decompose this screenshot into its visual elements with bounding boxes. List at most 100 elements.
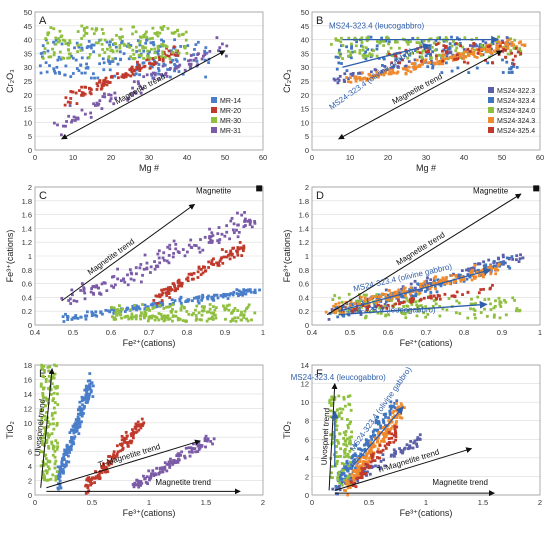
x-tick-label: 0 xyxy=(310,153,314,162)
data-point xyxy=(201,271,205,275)
x-tick-label: 0.4 xyxy=(307,328,317,337)
data-point xyxy=(433,61,437,65)
data-point xyxy=(72,299,76,303)
data-point xyxy=(100,471,104,474)
data-point xyxy=(197,448,201,451)
data-point xyxy=(80,282,84,285)
data-point xyxy=(42,464,45,468)
data-point xyxy=(362,293,366,297)
data-point xyxy=(406,299,410,303)
data-point xyxy=(414,289,418,293)
data-point xyxy=(190,313,194,317)
data-point xyxy=(207,310,211,314)
data-point xyxy=(429,278,433,282)
data-point xyxy=(352,474,356,477)
data-point xyxy=(55,65,59,69)
data-point xyxy=(384,434,387,438)
data-point xyxy=(461,45,465,49)
data-point xyxy=(342,431,346,434)
data-point xyxy=(88,91,92,94)
data-point xyxy=(193,243,196,247)
data-point xyxy=(488,47,491,51)
data-point xyxy=(85,26,89,29)
y-axis-label: Cr₂O₃ xyxy=(282,69,292,93)
data-point xyxy=(79,407,83,411)
data-point xyxy=(50,413,54,417)
data-point xyxy=(134,72,138,76)
x-tick-label: 2 xyxy=(538,498,542,507)
data-point xyxy=(66,318,70,321)
data-point xyxy=(69,302,73,305)
data-point xyxy=(80,85,83,89)
data-point xyxy=(350,447,353,451)
data-point xyxy=(84,317,88,321)
data-point xyxy=(478,272,481,275)
data-point xyxy=(248,218,251,222)
data-point xyxy=(417,299,421,303)
data-point xyxy=(44,377,48,381)
data-point xyxy=(203,235,207,239)
data-point xyxy=(58,484,62,488)
data-point xyxy=(59,57,63,61)
data-point xyxy=(483,307,486,311)
data-point xyxy=(489,272,493,276)
data-point xyxy=(383,435,387,439)
legend-swatch xyxy=(488,97,494,103)
data-point xyxy=(242,288,246,291)
data-point xyxy=(193,447,197,451)
data-point xyxy=(113,308,117,312)
data-point xyxy=(134,483,138,487)
data-point xyxy=(177,454,181,458)
annotation-label: Magnetite trend xyxy=(86,237,136,277)
data-point xyxy=(191,442,195,446)
y-tick-label: 12 xyxy=(301,380,309,389)
data-point xyxy=(60,296,64,300)
data-point xyxy=(244,292,248,296)
data-point xyxy=(135,304,138,308)
data-point xyxy=(174,310,178,314)
data-point xyxy=(348,460,352,464)
data-point xyxy=(505,60,509,64)
data-point xyxy=(215,293,219,297)
data-point xyxy=(335,408,339,412)
annotation-label: Ulvospinel trend xyxy=(319,408,331,466)
data-point xyxy=(122,52,126,56)
data-point xyxy=(152,71,156,75)
data-point xyxy=(168,57,172,61)
data-point xyxy=(239,246,243,250)
data-point xyxy=(402,305,405,308)
data-point xyxy=(42,462,46,466)
data-point xyxy=(418,63,422,67)
data-point xyxy=(357,447,360,451)
data-point xyxy=(460,269,464,273)
data-point xyxy=(196,40,200,44)
data-point xyxy=(143,64,147,68)
data-point xyxy=(428,287,432,291)
data-point xyxy=(519,49,523,53)
plot-area xyxy=(311,186,541,326)
data-point xyxy=(68,56,71,60)
data-point xyxy=(363,447,367,451)
data-point xyxy=(197,311,201,315)
data-point xyxy=(179,307,183,311)
data-point xyxy=(342,449,346,453)
data-point xyxy=(331,401,335,405)
data-point xyxy=(72,442,76,446)
data-point xyxy=(63,448,67,452)
data-point xyxy=(392,448,396,452)
data-point xyxy=(83,297,87,301)
data-point xyxy=(171,255,175,259)
data-point xyxy=(63,103,67,107)
data-point xyxy=(90,314,94,318)
data-point xyxy=(395,290,398,294)
data-point xyxy=(334,308,338,312)
data-point xyxy=(379,312,383,315)
data-point xyxy=(479,311,483,314)
data-point xyxy=(69,97,73,100)
data-point xyxy=(41,394,45,397)
data-point xyxy=(416,305,420,309)
data-point xyxy=(339,311,343,315)
data-point xyxy=(345,437,349,441)
data-point xyxy=(163,55,167,59)
data-point xyxy=(353,75,357,79)
